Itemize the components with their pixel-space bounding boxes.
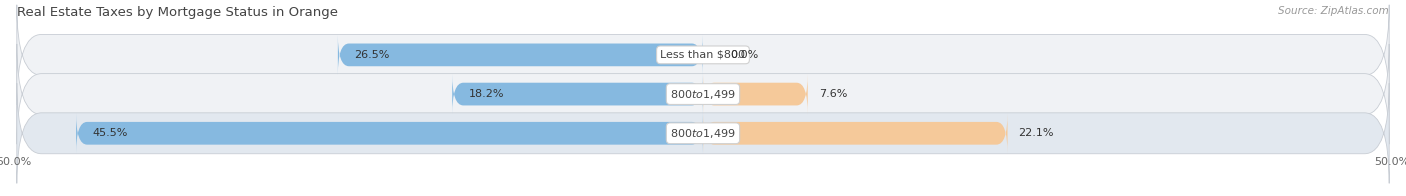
Text: 0.0%: 0.0%: [731, 50, 759, 60]
Text: 22.1%: 22.1%: [1018, 128, 1054, 138]
Text: 45.5%: 45.5%: [93, 128, 128, 138]
FancyBboxPatch shape: [453, 74, 703, 114]
Text: Real Estate Taxes by Mortgage Status in Orange: Real Estate Taxes by Mortgage Status in …: [17, 6, 337, 19]
Text: $800 to $1,499: $800 to $1,499: [671, 127, 735, 140]
Text: 7.6%: 7.6%: [818, 89, 848, 99]
Text: Less than $800: Less than $800: [661, 50, 745, 60]
FancyBboxPatch shape: [703, 74, 807, 114]
Text: Source: ZipAtlas.com: Source: ZipAtlas.com: [1278, 6, 1389, 16]
Text: 26.5%: 26.5%: [354, 50, 389, 60]
FancyBboxPatch shape: [17, 83, 1389, 183]
FancyBboxPatch shape: [76, 113, 703, 153]
FancyBboxPatch shape: [17, 5, 1389, 105]
Text: $800 to $1,499: $800 to $1,499: [671, 88, 735, 101]
Text: 18.2%: 18.2%: [468, 89, 505, 99]
FancyBboxPatch shape: [703, 113, 1008, 153]
FancyBboxPatch shape: [17, 44, 1389, 144]
FancyBboxPatch shape: [337, 35, 703, 75]
